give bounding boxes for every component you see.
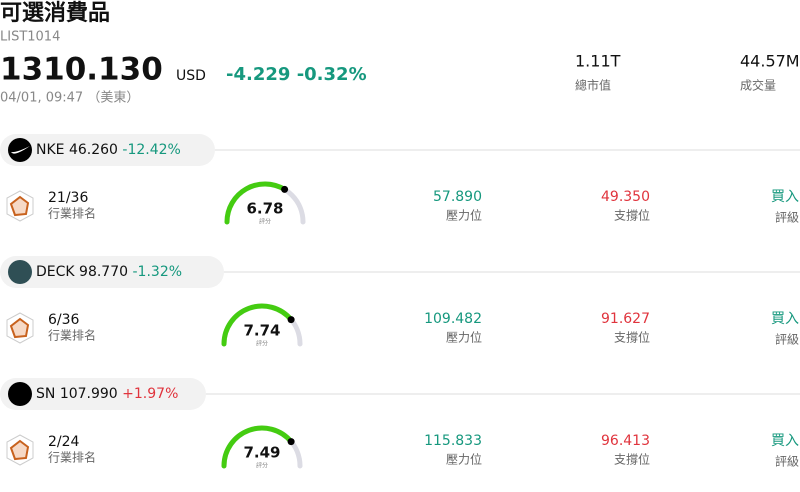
resistance: 115.833 [424, 433, 482, 449]
support-label: 支撐位 [614, 208, 650, 223]
rank: 21/36 [48, 190, 88, 206]
rank-icon-fill [9, 195, 30, 217]
logo-swoosh [11, 146, 30, 154]
rank-icon-fill [9, 439, 30, 461]
gauge-dot [287, 438, 295, 446]
code: LIST1014 [0, 30, 60, 45]
stock-logo [8, 260, 32, 284]
resistance-label: 壓力位 [446, 208, 482, 223]
stock-logo [8, 382, 32, 406]
change: -4.229 -0.32% [226, 64, 367, 85]
rank-label: 行業排名 [48, 328, 96, 343]
score: 7.49 [243, 444, 280, 462]
change-pct: -12.42% [122, 142, 180, 158]
stock-pill [0, 256, 224, 288]
stock-title: SN 107.990 +1.97% [36, 386, 178, 402]
price: 46.260 [69, 142, 118, 158]
stat-value: 1.11T [575, 52, 621, 71]
gauge-dot [281, 185, 289, 193]
gauge-dot [287, 316, 295, 324]
support: 96.413 [601, 433, 650, 449]
stock-pill [0, 378, 206, 410]
support: 49.350 [601, 189, 650, 205]
rating: 買入 [771, 311, 799, 327]
symbol: NKE [36, 142, 65, 158]
score-label: 評分 [259, 218, 271, 226]
price: 107.990 [60, 386, 118, 402]
resistance: 57.890 [433, 189, 482, 205]
rank-label: 行業排名 [48, 206, 96, 221]
rank-icon [6, 434, 34, 466]
stock-title: NKE 46.260 -12.42% [36, 142, 181, 158]
rating: 買入 [771, 189, 799, 205]
stat-value: 44.57M [740, 52, 800, 71]
time: 04/01, 09:47 （美東） [0, 90, 139, 106]
gauge-fill [221, 303, 294, 347]
change-pct: -0.32% [297, 64, 367, 85]
symbol: DECK [36, 264, 75, 280]
stat-label: 成交量 [740, 78, 776, 93]
rating-label: 評級 [775, 210, 799, 225]
rank-icon-fill [9, 317, 30, 339]
price: 98.770 [79, 264, 128, 280]
change-value: -4.229 [226, 64, 290, 85]
rank-icon [6, 312, 34, 344]
rank: 6/36 [48, 312, 80, 328]
support-label: 支撐位 [614, 452, 650, 467]
change-pct: -1.32% [133, 264, 183, 280]
stock-title: DECK 98.770 -1.32% [36, 264, 182, 280]
rank-label: 行業排名 [48, 450, 96, 465]
stat-label: 總市值 [575, 78, 611, 93]
title: 可選消費品 [0, 1, 110, 26]
currency: USD [176, 68, 206, 84]
support-label: 支撐位 [614, 330, 650, 345]
rating-label: 評級 [775, 332, 799, 347]
rank: 2/24 [48, 434, 80, 450]
rank-icon [6, 190, 34, 222]
stock-pill [0, 134, 215, 166]
resistance-label: 壓力位 [446, 452, 482, 467]
symbol: SN [36, 386, 55, 402]
score: 6.78 [246, 200, 283, 218]
support: 91.627 [601, 311, 650, 327]
gauge-fill [221, 425, 294, 469]
score: 7.74 [243, 322, 280, 340]
gauge-fill [224, 181, 288, 225]
stock-logo [8, 138, 32, 162]
price: 1310.130 [0, 52, 163, 88]
score-label: 評分 [256, 462, 268, 470]
score-label: 評分 [256, 340, 268, 348]
resistance-label: 壓力位 [446, 330, 482, 345]
resistance: 109.482 [424, 311, 482, 327]
rating: 買入 [771, 433, 799, 449]
change-pct: +1.97% [122, 386, 178, 402]
rating-label: 評級 [775, 454, 799, 469]
